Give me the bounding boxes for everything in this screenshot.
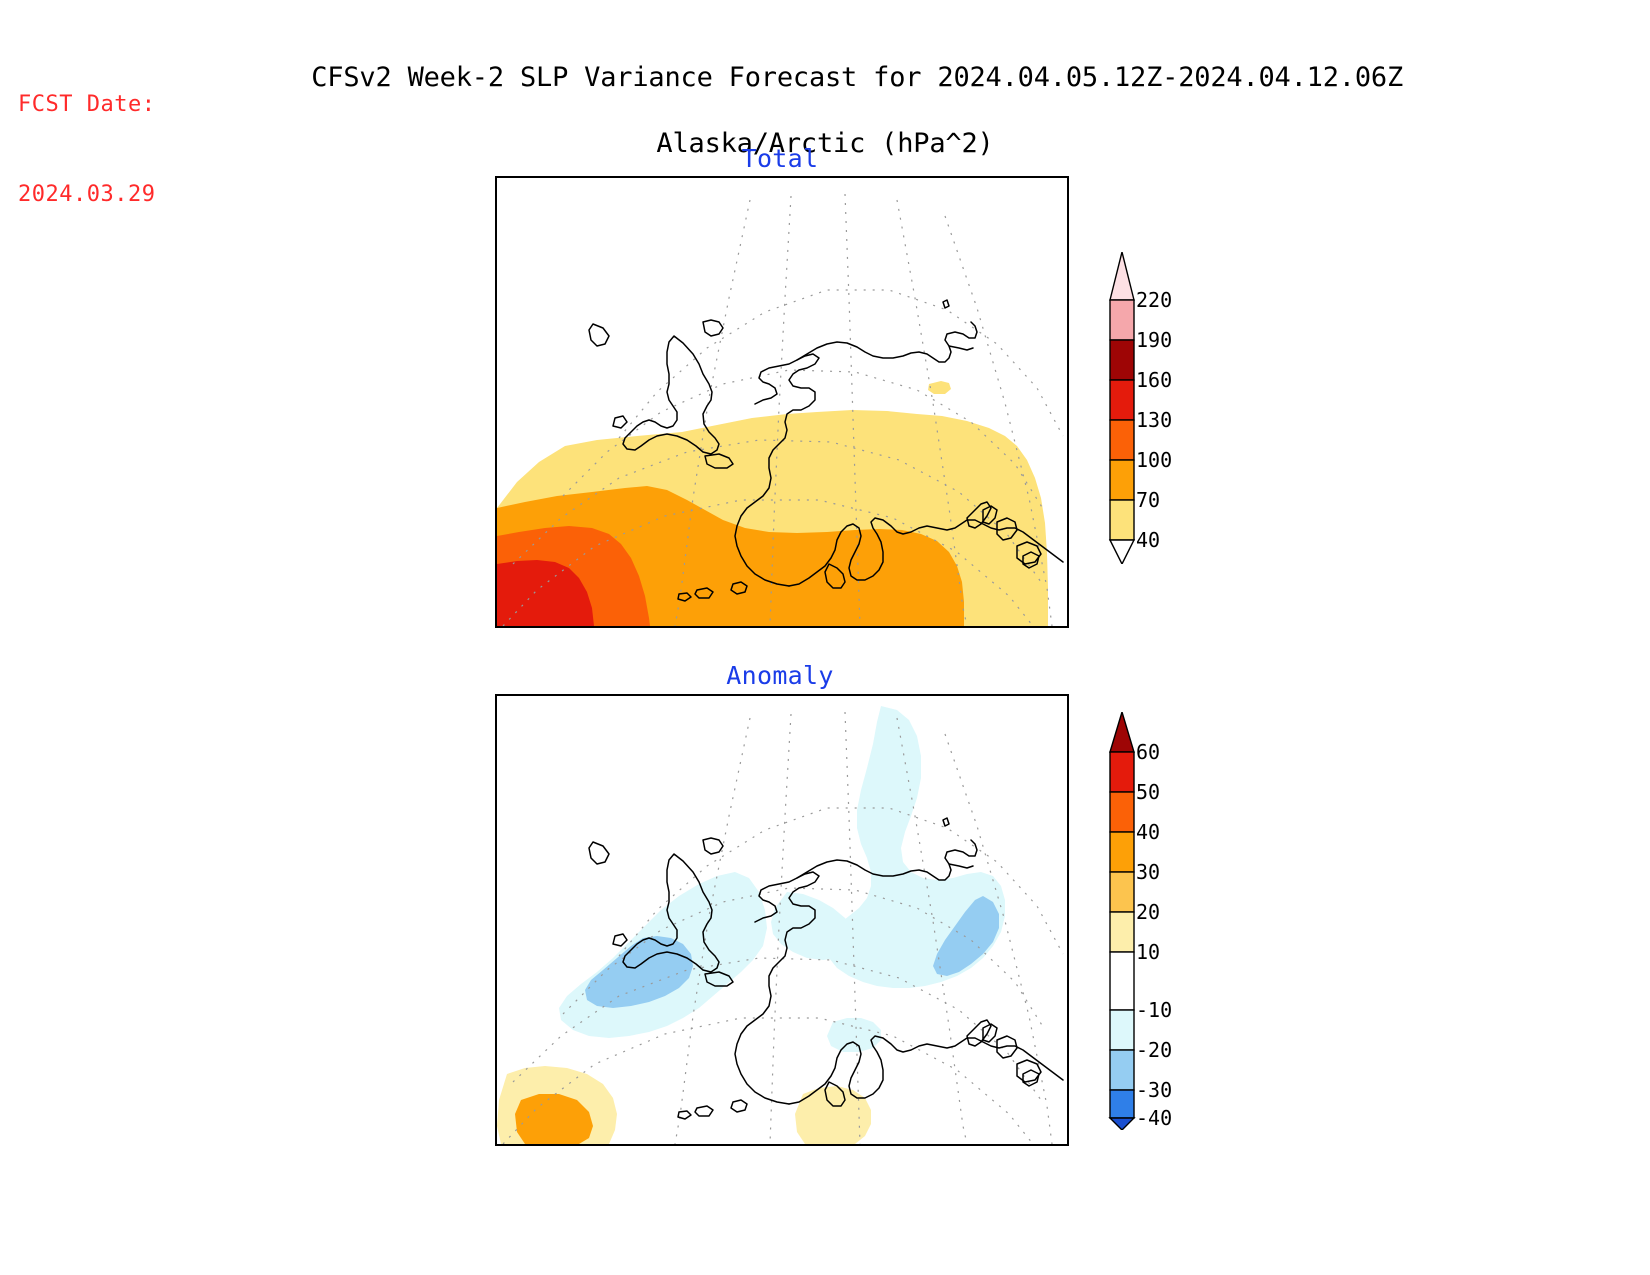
anom-band-pos20-southwest — [515, 1094, 593, 1144]
anom-band-neg20-northeast — [933, 896, 999, 976]
colorbar-total-tick-100: 100 — [1136, 448, 1173, 472]
colorbar-anomaly-tick-neg30: -30 — [1136, 1078, 1173, 1102]
panel-title-anomaly: Anomaly — [726, 661, 834, 690]
anom-band-pos10-southof-peninsula — [795, 1086, 871, 1144]
colorbar-anomaly-tick-30: 30 — [1136, 860, 1161, 884]
contour-band-130-160 — [497, 560, 594, 626]
colorbar-anomaly-tick-neg40: -40 — [1136, 1106, 1173, 1130]
colorbar-anomaly-tick-40: 40 — [1136, 820, 1161, 844]
colorbar-total-tick-130: 130 — [1136, 408, 1173, 432]
figure-title-line1: CFSv2 Week-2 SLP Variance Forecast for 2… — [311, 62, 1403, 93]
colorbar-anomaly-tick-50: 50 — [1136, 780, 1161, 804]
figure-title-line2: Alaska/Arctic (hPa^2) — [656, 128, 994, 159]
map-total-svg — [497, 193, 1064, 626]
anom-band-neg10-interior — [771, 892, 855, 960]
contour-patch-ne — [928, 381, 951, 394]
graticule-total — [502, 193, 1064, 626]
panel-title-total: Total — [741, 144, 819, 173]
forecast-date-label: FCST Date: — [18, 92, 156, 117]
colorbar-anomaly: 60 50 40 30 20 10 -10 -20 -30 -40 — [1096, 712, 1206, 1130]
colorbar-anomaly-tick-60: 60 — [1136, 740, 1161, 764]
colorbar-anomaly-tick-10: 10 — [1136, 940, 1161, 964]
anom-band-neg10-gulf — [827, 1018, 881, 1052]
colorbar-total-labels: 220 190 160 130 100 70 40 — [1136, 252, 1206, 564]
colorbar-total-tick-160: 160 — [1136, 368, 1173, 392]
colorbar-total-tick-70: 70 — [1136, 488, 1161, 512]
anom-band-neg20-chukchi — [585, 936, 693, 1008]
colorbar-anomaly-labels: 60 50 40 30 20 10 -10 -20 -30 -40 — [1136, 712, 1206, 1130]
colorbar-anomaly-tick-neg20: -20 — [1136, 1038, 1173, 1062]
colorbar-anomaly-tick-neg10: -10 — [1136, 998, 1173, 1022]
colorbar-total-tick-220: 220 — [1136, 288, 1173, 312]
colorbar-anomaly-svg — [1108, 712, 1136, 1130]
colorbar-total-tick-190: 190 — [1136, 328, 1173, 352]
map-anomaly-svg — [497, 706, 1064, 1144]
figure-title: CFSv2 Week-2 SLP Variance Forecast for 2… — [0, 28, 1650, 226]
map-panel-anomaly — [495, 694, 1069, 1146]
coastline-total — [588, 299, 1064, 602]
forecast-date-block: FCST Date: 2024.03.29 — [18, 30, 155, 270]
anom-band-neg10-northeast — [827, 706, 1005, 988]
colorbar-total-tick-40: 40 — [1136, 528, 1161, 552]
colorbar-anomaly-tick-20: 20 — [1136, 900, 1161, 924]
graticule-anomaly — [502, 711, 1064, 1144]
colorbar-total-svg — [1108, 252, 1136, 564]
forecast-date-value: 2024.03.29 — [18, 182, 156, 207]
map-panel-total — [495, 176, 1069, 628]
coastline-anomaly — [588, 817, 1064, 1120]
colorbar-total: 220 190 160 130 100 70 40 — [1096, 252, 1206, 564]
